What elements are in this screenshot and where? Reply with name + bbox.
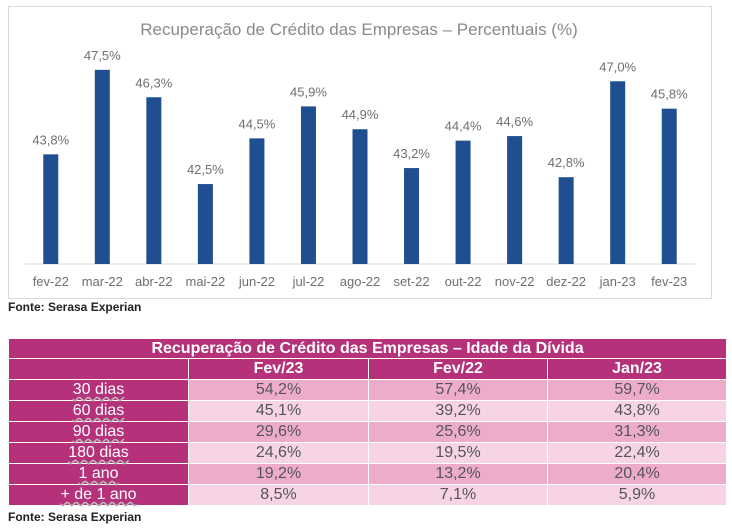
bar-abr-22 bbox=[146, 97, 162, 265]
row-label: 180 dias bbox=[8, 442, 189, 464]
data-label: 47,0% bbox=[599, 59, 636, 74]
data-label: 44,9% bbox=[342, 107, 379, 122]
table-cell: 19,2% bbox=[188, 463, 369, 485]
row-label: 90 dias bbox=[8, 421, 189, 443]
data-label: 44,5% bbox=[238, 116, 275, 131]
data-label: 43,8% bbox=[32, 132, 69, 147]
x-tick-label: set-22 bbox=[393, 274, 429, 289]
data-label: 42,8% bbox=[548, 155, 585, 170]
row-label: 1 ano bbox=[8, 463, 189, 485]
bar-jan-23 bbox=[610, 81, 626, 265]
row-label: 60 dias bbox=[8, 400, 189, 422]
table-corner-cell bbox=[8, 358, 189, 380]
bar-jul-22 bbox=[300, 106, 316, 265]
data-label: 46,3% bbox=[135, 75, 172, 90]
table-cell: 8,5% bbox=[188, 484, 369, 506]
table-cell: 25,6% bbox=[368, 421, 548, 443]
data-label: 42,5% bbox=[187, 162, 224, 177]
table-source: Fonte: Serasa Experian bbox=[8, 510, 142, 524]
table-cell: 57,4% bbox=[368, 379, 548, 401]
table-row: 60 dias 45,1% 39,2% 43,8% bbox=[8, 400, 728, 422]
table-row: 1 ano 19,2% 13,2% 20,4% bbox=[8, 463, 728, 485]
bar-ago-22 bbox=[352, 129, 368, 264]
x-tick-label: nov-22 bbox=[495, 274, 535, 289]
x-tick-label: mai-22 bbox=[186, 274, 226, 289]
table-cell: 7,1% bbox=[368, 484, 548, 506]
bar-nov-22 bbox=[507, 136, 523, 264]
table-cell: 29,6% bbox=[188, 421, 369, 443]
table-cell: 19,5% bbox=[368, 442, 548, 464]
data-label: 45,8% bbox=[651, 87, 688, 102]
table-cell: 39,2% bbox=[368, 400, 548, 422]
x-tick-label: jul-22 bbox=[292, 274, 325, 289]
x-tick-label: dez-22 bbox=[546, 274, 586, 289]
bar-mar-22 bbox=[94, 69, 110, 264]
table-row: 180 dias 24,6% 19,5% 22,4% bbox=[8, 442, 728, 464]
table-cell: 54,2% bbox=[188, 379, 369, 401]
bar-out-22 bbox=[455, 140, 471, 264]
x-tick-label: mar-22 bbox=[82, 274, 123, 289]
bar-mai-22 bbox=[197, 184, 213, 264]
table-cell: 20,4% bbox=[546, 463, 728, 485]
row-label: + de 1 ano bbox=[8, 484, 189, 506]
table-cell: 13,2% bbox=[368, 463, 548, 485]
table-cell: 5,9% bbox=[546, 484, 728, 506]
chart-source: Fonte: Serasa Experian bbox=[8, 300, 142, 314]
table-row: 90 dias 29,6% 25,6% 31,3% bbox=[8, 421, 728, 443]
bar-fev-22 bbox=[43, 154, 59, 264]
data-label: 45,9% bbox=[290, 84, 327, 99]
bar-set-22 bbox=[404, 168, 420, 264]
x-tick-label: abr-22 bbox=[135, 274, 173, 289]
data-label: 47,5% bbox=[84, 48, 121, 63]
x-tick-label: out-22 bbox=[445, 274, 482, 289]
table-cell: 43,8% bbox=[546, 400, 728, 422]
bar-dez-22 bbox=[558, 177, 574, 264]
column-header: Fev/22 bbox=[368, 358, 548, 380]
table-row: + de 1 ano 8,5% 7,1% 5,9% bbox=[8, 484, 728, 506]
bar-chart: Recuperação de Crédito das Empresas – Pe… bbox=[25, 20, 695, 289]
data-label: 44,4% bbox=[445, 119, 482, 134]
table-title: Recuperação de Crédito das Empresas – Id… bbox=[7, 338, 728, 359]
data-label: 43,2% bbox=[393, 146, 430, 161]
debt-age-table: Recuperação de Crédito das Empresas – Id… bbox=[7, 338, 728, 506]
table-cell: 31,3% bbox=[546, 421, 728, 443]
table-cell: 24,6% bbox=[188, 442, 369, 464]
chart-container: Recuperação de Crédito das Empresas – Pe… bbox=[8, 6, 712, 299]
x-tick-label: jun-22 bbox=[238, 274, 275, 289]
bar-fev-23 bbox=[661, 108, 677, 265]
column-header: Jan/23 bbox=[546, 358, 728, 380]
x-tick-label: fev-22 bbox=[33, 274, 69, 289]
table-cell: 22,4% bbox=[546, 442, 728, 464]
column-header: Fev/23 bbox=[188, 358, 369, 380]
bar-jun-22 bbox=[249, 138, 265, 264]
row-label: 30 dias bbox=[8, 379, 189, 401]
x-tick-label: ago-22 bbox=[340, 274, 380, 289]
table-cell: 45,1% bbox=[188, 400, 369, 422]
x-tick-label: fev-23 bbox=[651, 274, 687, 289]
x-tick-label: jan-23 bbox=[599, 274, 636, 289]
table-cell: 59,7% bbox=[546, 379, 728, 401]
chart-title: Recuperação de Crédito das Empresas – Pe… bbox=[140, 20, 578, 39]
data-label: 44,6% bbox=[496, 114, 533, 129]
table-row: 30 dias 54,2% 57,4% 59,7% bbox=[8, 379, 728, 401]
